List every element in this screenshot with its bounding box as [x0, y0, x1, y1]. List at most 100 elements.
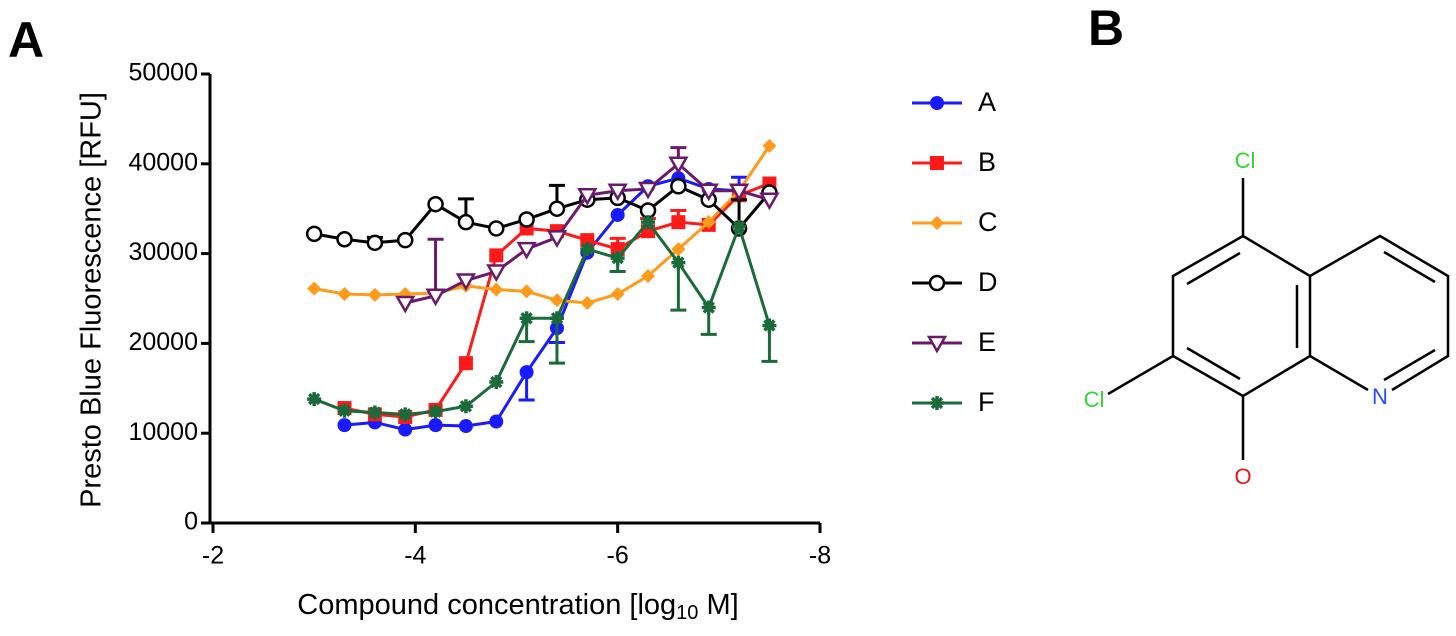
series-line [313, 184, 771, 245]
marker [701, 300, 716, 315]
marker [398, 422, 413, 437]
legend-label: B [978, 147, 996, 177]
x-axis-title-sub: 10 [676, 602, 698, 624]
legend-label: E [978, 327, 996, 357]
marker [670, 178, 687, 195]
marker [610, 251, 625, 266]
bond [1107, 178, 1450, 460]
plot-area: 0 10000 20000 30000 40000 50000 -2 -4 -6 -8 [128, 59, 831, 570]
legend-marker-shape [926, 335, 948, 354]
legend-marker-shape [930, 96, 944, 110]
marker [671, 242, 686, 257]
marker [367, 287, 382, 302]
y-tick-label: 40000 [128, 148, 198, 176]
marker [637, 181, 659, 200]
legend-marker [930, 156, 944, 170]
legend-label: F [978, 387, 995, 417]
panel-label: A [8, 12, 44, 68]
atom-label: Cl [1235, 148, 1256, 173]
chemical-structure: B Cl Cl N O [1084, 0, 1450, 489]
marker [549, 311, 564, 326]
error-bar [670, 262, 687, 312]
panel-label: B [1088, 0, 1124, 56]
marker [305, 225, 323, 243]
marker [762, 138, 777, 153]
series [395, 146, 780, 314]
x-tick-label: -8 [809, 542, 831, 570]
marker [732, 219, 747, 234]
x-axis-title: Compound concentration [log10 M] [297, 589, 738, 625]
legend-label: C [978, 207, 998, 237]
marker [519, 365, 534, 380]
error-bar [548, 318, 565, 365]
legend-marker [930, 216, 944, 230]
marker [641, 269, 656, 284]
marker [489, 414, 504, 429]
series [307, 138, 777, 310]
marker [546, 230, 568, 248]
legend-label: A [978, 87, 996, 117]
legend-marker [930, 96, 944, 110]
legend-marker-shape [928, 274, 946, 292]
marker [516, 241, 537, 260]
marker [428, 418, 443, 433]
marker [577, 187, 598, 206]
atom-label: O [1234, 464, 1251, 489]
marker [307, 281, 322, 296]
marker [671, 215, 686, 230]
legend-marker-shape [930, 396, 944, 410]
atom-label: Cl [1084, 387, 1105, 412]
marker [455, 273, 477, 292]
marker [518, 211, 535, 228]
marker [580, 295, 595, 310]
y-tick-label: 10000 [128, 418, 198, 446]
series-line [313, 144, 771, 305]
marker [366, 234, 384, 252]
marker [336, 230, 353, 248]
legend-marker-shape [930, 156, 944, 170]
marker [337, 287, 352, 302]
y-tick-label: 0 [184, 508, 198, 536]
marker [458, 399, 473, 414]
marker [580, 242, 595, 257]
y-axis-title: Presto Blue Fluorescence [RFU] [76, 92, 108, 508]
marker [396, 231, 414, 249]
marker [668, 156, 689, 175]
legend-marker [926, 335, 948, 354]
marker [728, 183, 750, 202]
marker [701, 215, 716, 230]
marker [427, 195, 444, 213]
marker [489, 375, 504, 390]
marker [367, 405, 382, 420]
x-tick-label: -4 [404, 542, 426, 570]
marker [395, 295, 416, 314]
marker [607, 183, 628, 202]
legend-marker [930, 396, 944, 410]
legend-marker [928, 274, 946, 292]
marker [610, 207, 625, 222]
marker [457, 213, 475, 231]
double-bond [1186, 250, 1436, 382]
marker [548, 200, 566, 217]
marker [458, 356, 473, 371]
marker [519, 311, 534, 326]
x-axis-title-part: Compound concentration [log [297, 589, 676, 621]
x-tick-label: -6 [607, 542, 629, 570]
marker [458, 419, 473, 434]
marker [759, 192, 780, 211]
marker [337, 418, 352, 433]
atom-label: N [1372, 384, 1388, 409]
marker [489, 248, 504, 263]
series [307, 215, 778, 422]
x-tick-label: -2 [202, 542, 224, 570]
legend-marker-shape [930, 216, 944, 230]
marker [488, 220, 505, 237]
marker [671, 255, 686, 270]
marker [610, 287, 625, 302]
marker [398, 407, 413, 422]
marker [489, 282, 504, 297]
marker [428, 404, 443, 419]
y-tick-label: 50000 [128, 59, 198, 87]
